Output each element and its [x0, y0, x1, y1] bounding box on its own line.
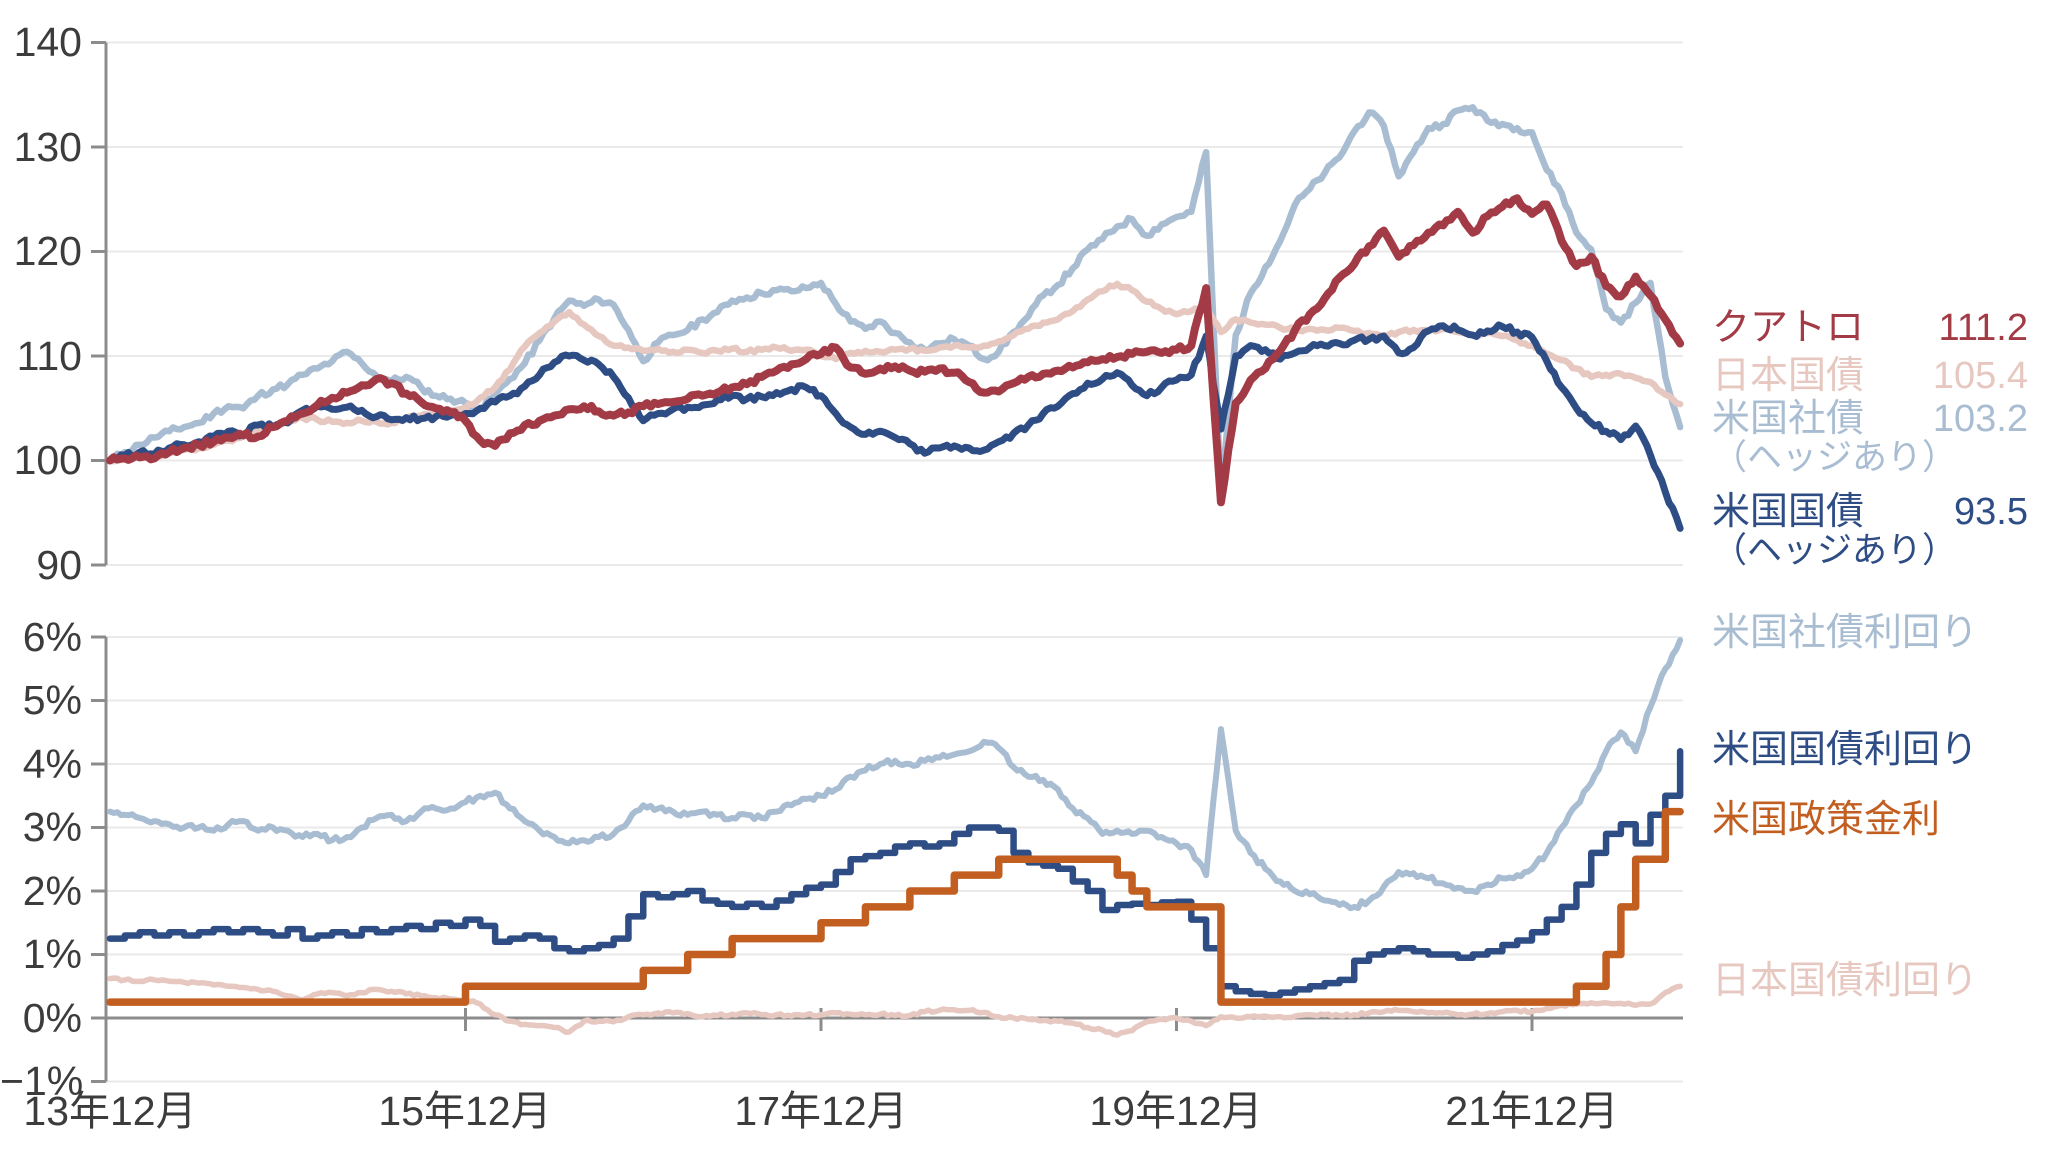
legend-jgb-index-value: 105.4	[1932, 355, 2028, 397]
legend-jgb-index-label: 日本国債	[1712, 355, 1865, 397]
top-ytick-120: 120	[13, 228, 82, 274]
legend-quatro-label: クアトロ	[1712, 307, 1865, 349]
xtick-21-12: 21年12月	[1445, 1088, 1619, 1134]
legend-us-tsy-index-label: 米国国債	[1712, 491, 1865, 533]
bottom-ytick-3pct: 3%	[22, 804, 82, 850]
xtick-13-12: 13年12月	[23, 1088, 197, 1134]
top-ytick-130: 130	[13, 124, 82, 170]
legend-quatro-value: 111.2	[1938, 307, 2028, 349]
legend-jgb-index: 日本国債 105.4	[1712, 354, 2028, 398]
bottom-ytick-6pct: 6%	[22, 614, 82, 660]
bottom-ytick-0pct: 0%	[22, 995, 82, 1041]
xtick-19-12: 19年12月	[1089, 1088, 1263, 1134]
legend-us-corp-index-value: 103.2	[1932, 398, 2028, 440]
legend-quatro: クアトロ 111.2	[1712, 306, 2028, 350]
top-ytick-90: 90	[36, 542, 82, 588]
xtick-15-12: 15年12月	[378, 1088, 552, 1134]
bottom-ytick-1pct: 1%	[22, 931, 82, 977]
legend-us-corp-yield: 米国社債利回り	[1712, 612, 1979, 654]
top-ytick-140: 140	[13, 19, 82, 65]
top-ytick-100: 100	[13, 437, 82, 483]
bottom-ytick-2pct: 2%	[22, 868, 82, 914]
legend-us-corp-index: 米国社債 103.2	[1712, 397, 2028, 441]
bottom-ytick-neg1pct: −1%	[0, 1058, 84, 1104]
legend-us-tsy-yield: 米国国債利回り	[1712, 729, 1979, 771]
legend-us-tsy-hedged-note: （ヘッジあり）	[1712, 531, 1958, 570]
bottom-ytick-4pct: 4%	[22, 741, 82, 787]
legend-jgb-yield: 日本国債利回り	[1712, 960, 1979, 1002]
legend-us-policy-rate: 米国政策金利	[1712, 799, 1941, 841]
legend-us-corp-hedged-note: （ヘッジあり）	[1712, 438, 1958, 477]
legend-us-tsy-index: 米国国債 93.5	[1712, 490, 2028, 534]
xtick-17-12: 17年12月	[734, 1088, 908, 1134]
bottom-ytick-5pct: 5%	[22, 677, 82, 723]
legend-us-corp-index-label: 米国社債	[1712, 398, 1865, 440]
top-ytick-110: 110	[16, 333, 82, 379]
legend-us-tsy-index-value: 93.5	[1954, 491, 2028, 533]
